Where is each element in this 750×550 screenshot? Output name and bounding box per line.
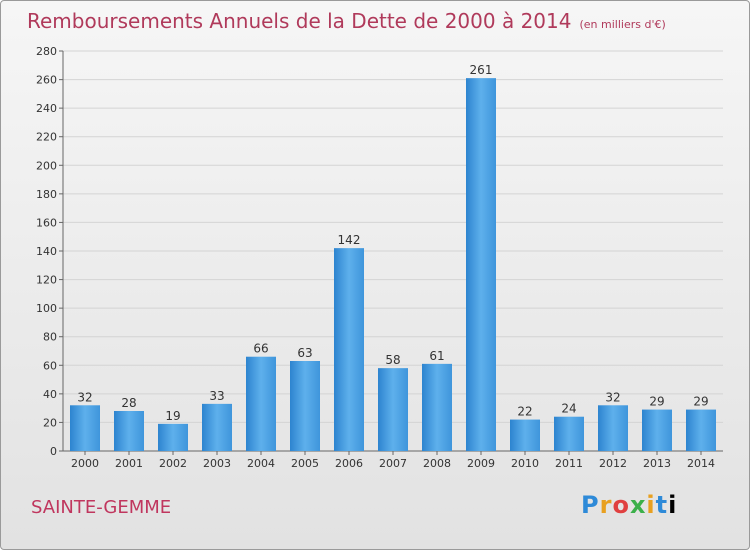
y-tick-label: 280 [36, 45, 57, 58]
bar [422, 363, 452, 451]
y-tick-label: 100 [36, 302, 57, 315]
bar [202, 403, 232, 451]
bar [378, 368, 408, 451]
x-tick-label: 2002 [159, 457, 187, 470]
data-label: 61 [429, 349, 444, 363]
y-tick-label: 200 [36, 159, 57, 172]
bar [466, 78, 496, 452]
commune-name: SAINTE-GEMME [31, 497, 172, 518]
data-label: 29 [649, 395, 664, 409]
x-tick-label: 2000 [71, 457, 99, 470]
x-tick-label: 2006 [335, 457, 363, 470]
bar-chart: 0 20 40 60 80 100 120 140 160 180 200 220 240 260 280 3… [36, 45, 723, 470]
bar [510, 419, 540, 451]
y-tick-label: 140 [36, 245, 57, 258]
data-label: 63 [297, 346, 312, 360]
data-label: 19 [165, 409, 180, 423]
y-tick-label: 220 [36, 131, 57, 144]
chart-title-text: Remboursements Annuels de la Dette de 20… [27, 9, 572, 33]
bar [158, 423, 188, 451]
y-tick-label: 120 [36, 274, 57, 287]
bar [642, 409, 672, 451]
y-tick-label: 20 [43, 416, 57, 429]
y-tick-label: 160 [36, 216, 57, 229]
data-label: 58 [385, 353, 400, 367]
x-tick-label: 2001 [115, 457, 143, 470]
x-tick-label: 2010 [511, 457, 539, 470]
bar [70, 405, 100, 451]
data-label: 32 [77, 390, 92, 404]
y-tick-label: 240 [36, 102, 57, 115]
bar [114, 411, 144, 451]
x-tick-label: 2013 [643, 457, 671, 470]
data-label: 261 [470, 63, 493, 77]
x-tick-label: 2008 [423, 457, 451, 470]
x-tick-label: 2012 [599, 457, 627, 470]
bar [290, 361, 320, 451]
x-tick-label: 2004 [247, 457, 275, 470]
x-tick-label: 2003 [203, 457, 231, 470]
chart-title: Remboursements Annuels de la Dette de 20… [27, 9, 666, 33]
y-tick-label: 180 [36, 188, 57, 201]
bar [334, 248, 364, 451]
data-label: 22 [517, 405, 532, 419]
y-tick-label: 260 [36, 74, 57, 87]
x-tick-label: 2005 [291, 457, 319, 470]
x-tick-label: 2011 [555, 457, 583, 470]
x-tick-label: 2014 [687, 457, 715, 470]
x-tick-label: 2009 [467, 457, 495, 470]
data-label: 28 [121, 396, 136, 410]
bar [554, 416, 584, 451]
data-label: 33 [209, 389, 224, 403]
proxiti-logo: Proxiti [581, 491, 678, 519]
data-label: 66 [253, 342, 268, 356]
data-label: 29 [693, 395, 708, 409]
y-tick-label: 0 [50, 445, 57, 458]
data-label: 142 [338, 233, 361, 247]
data-label: 24 [561, 402, 576, 416]
y-tick-label: 60 [43, 359, 57, 372]
data-label: 32 [605, 390, 620, 404]
bar [686, 409, 716, 451]
chart-unit: (en milliers d'€) [579, 18, 666, 31]
y-tick-label: 80 [43, 331, 57, 344]
y-tick-label: 40 [43, 388, 57, 401]
x-tick-label: 2007 [379, 457, 407, 470]
bar [598, 405, 628, 451]
bar [246, 356, 276, 451]
